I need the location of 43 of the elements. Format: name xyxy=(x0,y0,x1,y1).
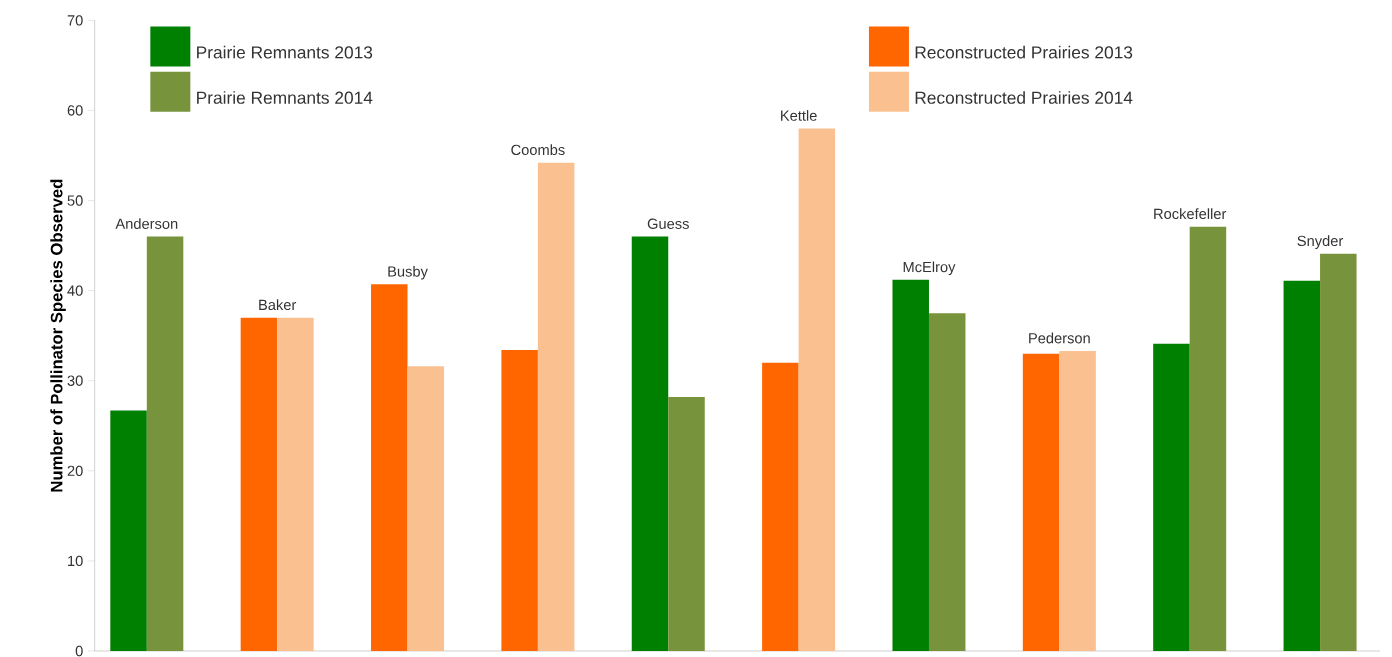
x-tick-label: Kettle xyxy=(781,110,817,121)
y-tick-label: 40 xyxy=(67,285,83,296)
bar xyxy=(371,284,408,651)
x-tick-label: Baker xyxy=(259,299,297,311)
legend-label: Reconstructed Prairies 2013 xyxy=(915,45,1133,59)
bar xyxy=(1320,253,1357,651)
bar xyxy=(631,236,669,651)
y-tick-label: 60 xyxy=(67,105,83,116)
y-tick-label: 70 xyxy=(67,15,83,26)
bar xyxy=(892,279,929,651)
bar xyxy=(668,396,705,651)
y-tick-label: 0 xyxy=(75,645,83,657)
y-axis-title: Number of Pollinator Species Observed xyxy=(50,179,66,492)
bar xyxy=(1189,226,1227,651)
bar xyxy=(928,313,966,651)
bar xyxy=(1059,350,1096,651)
x-tick-label: Snyder xyxy=(1297,235,1344,249)
legend-label: Reconstructed Prairies 2014 xyxy=(915,91,1133,104)
bar xyxy=(240,317,278,651)
legend-label: Prairie Remnants 2014 xyxy=(197,91,373,104)
bar xyxy=(146,236,184,651)
bar xyxy=(798,128,836,651)
y-tick-label: 10 xyxy=(68,555,83,567)
bar xyxy=(537,162,575,651)
bar xyxy=(501,350,538,651)
bar xyxy=(277,317,314,651)
x-tick-label: Busby xyxy=(388,265,428,280)
y-tick-label: 50 xyxy=(67,195,83,206)
bar xyxy=(762,362,799,651)
x-tick-label: Rockefeller xyxy=(1154,208,1227,220)
bar xyxy=(1283,280,1321,651)
x-tick-label: Pederson xyxy=(1029,332,1090,344)
bar xyxy=(110,410,147,651)
bar xyxy=(1153,343,1190,651)
bar xyxy=(407,366,445,651)
x-tick-label: Anderson xyxy=(115,218,178,229)
x-tick-label: Coombs xyxy=(511,144,565,156)
y-tick-label: 30 xyxy=(67,375,83,386)
bar xyxy=(1022,353,1060,651)
legend-label: Prairie Remnants 2013 xyxy=(197,45,373,59)
x-tick-label: McElroy xyxy=(903,261,956,276)
x-tick-label: Guess xyxy=(647,218,689,229)
y-tick-label: 20 xyxy=(67,465,83,477)
